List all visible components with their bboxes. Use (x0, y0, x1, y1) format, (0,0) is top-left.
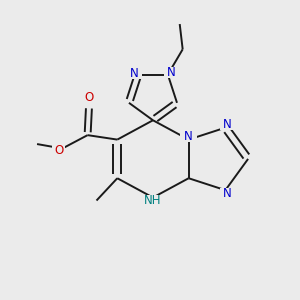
FancyBboxPatch shape (220, 188, 235, 200)
Text: N: N (223, 118, 232, 130)
FancyBboxPatch shape (82, 92, 96, 104)
FancyBboxPatch shape (142, 195, 164, 206)
Text: N: N (223, 187, 232, 200)
FancyBboxPatch shape (220, 118, 235, 130)
Text: O: O (84, 92, 94, 104)
FancyBboxPatch shape (128, 68, 142, 79)
Text: O: O (54, 143, 63, 157)
Text: N: N (130, 67, 139, 80)
Text: NH: NH (144, 194, 162, 207)
Text: N: N (184, 130, 193, 142)
FancyBboxPatch shape (164, 67, 178, 78)
FancyBboxPatch shape (181, 130, 197, 142)
Text: N: N (167, 66, 176, 79)
FancyBboxPatch shape (52, 144, 65, 156)
